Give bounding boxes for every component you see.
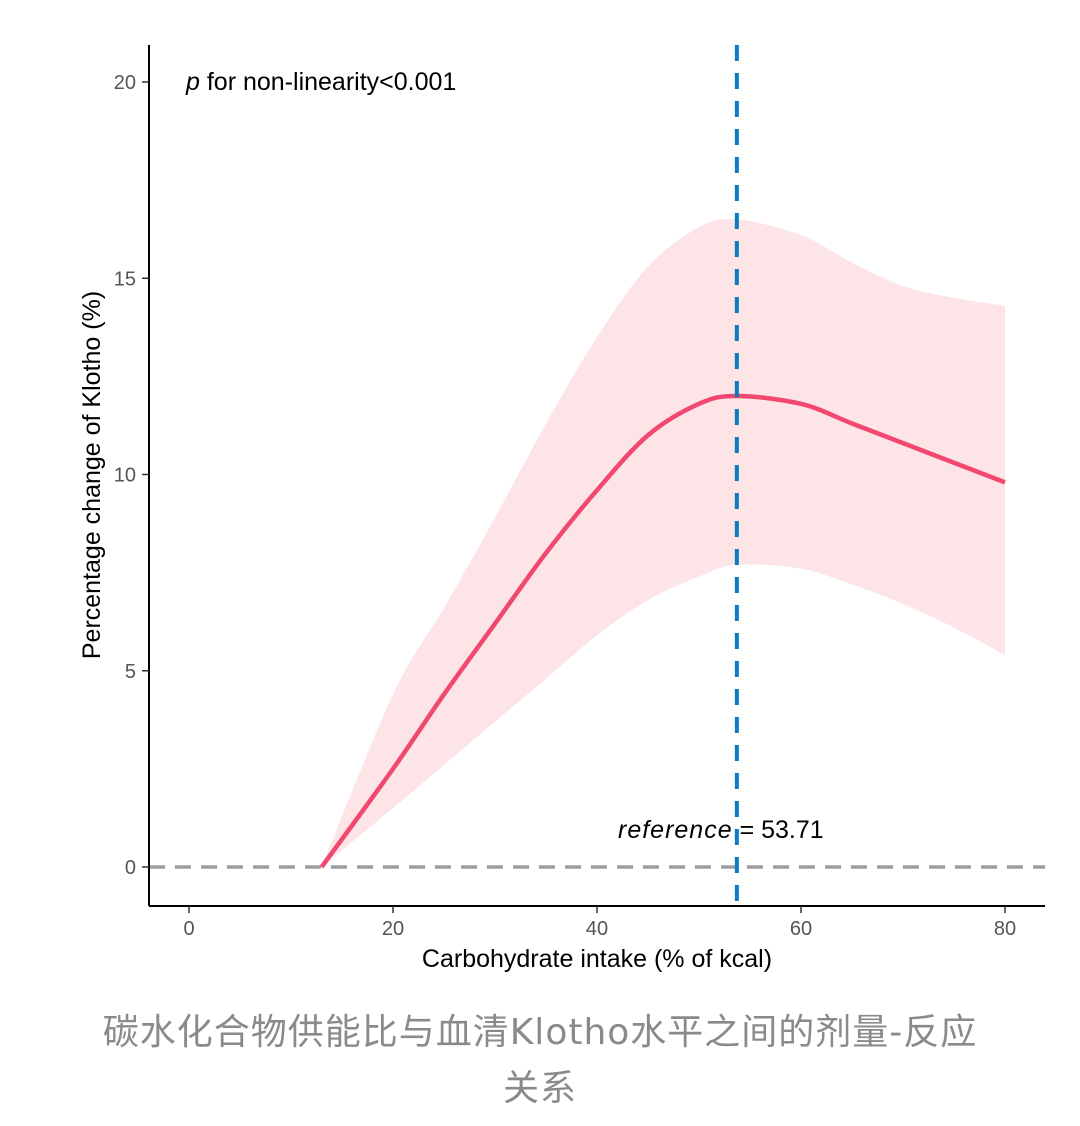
reference-label: reference = 53.71 [618, 816, 824, 844]
x-tick-label: 60 [790, 918, 812, 940]
x-tick-label: 0 [183, 918, 194, 940]
y-tick-label: 5 [125, 661, 136, 683]
dose-response-chart: 0 20 40 60 80 0 5 10 15 20 p for non-linearity<0.… [78, 45, 1045, 973]
x-tick-label: 80 [994, 918, 1016, 940]
y-tick-label: 0 [125, 857, 136, 879]
y-axis-label: Percentage change of Klotho (%) [78, 291, 106, 659]
y-tick-label: 10 [114, 465, 136, 487]
caption-line-1: 碳水化合物供能比与血清Klotho水平之间的剂量-反应 [102, 1012, 978, 1053]
y-tick-label: 20 [114, 72, 136, 94]
x-tick-label: 20 [382, 918, 404, 940]
caption-line-2: 关系 [502, 1068, 577, 1109]
x-tick-label: 40 [586, 918, 608, 940]
estimate-line [319, 393, 1006, 869]
figure-caption: 碳水化合物供能比与血清Klotho水平之间的剂量-反应 关系 [40, 1005, 1040, 1117]
x-axis-label: Carbohydrate intake (% of kcal) [422, 945, 772, 973]
confidence-ribbon [321, 218, 1006, 868]
y-tick-label: 15 [114, 268, 136, 290]
p-annotation: p for non-linearity<0.001 [185, 68, 456, 96]
